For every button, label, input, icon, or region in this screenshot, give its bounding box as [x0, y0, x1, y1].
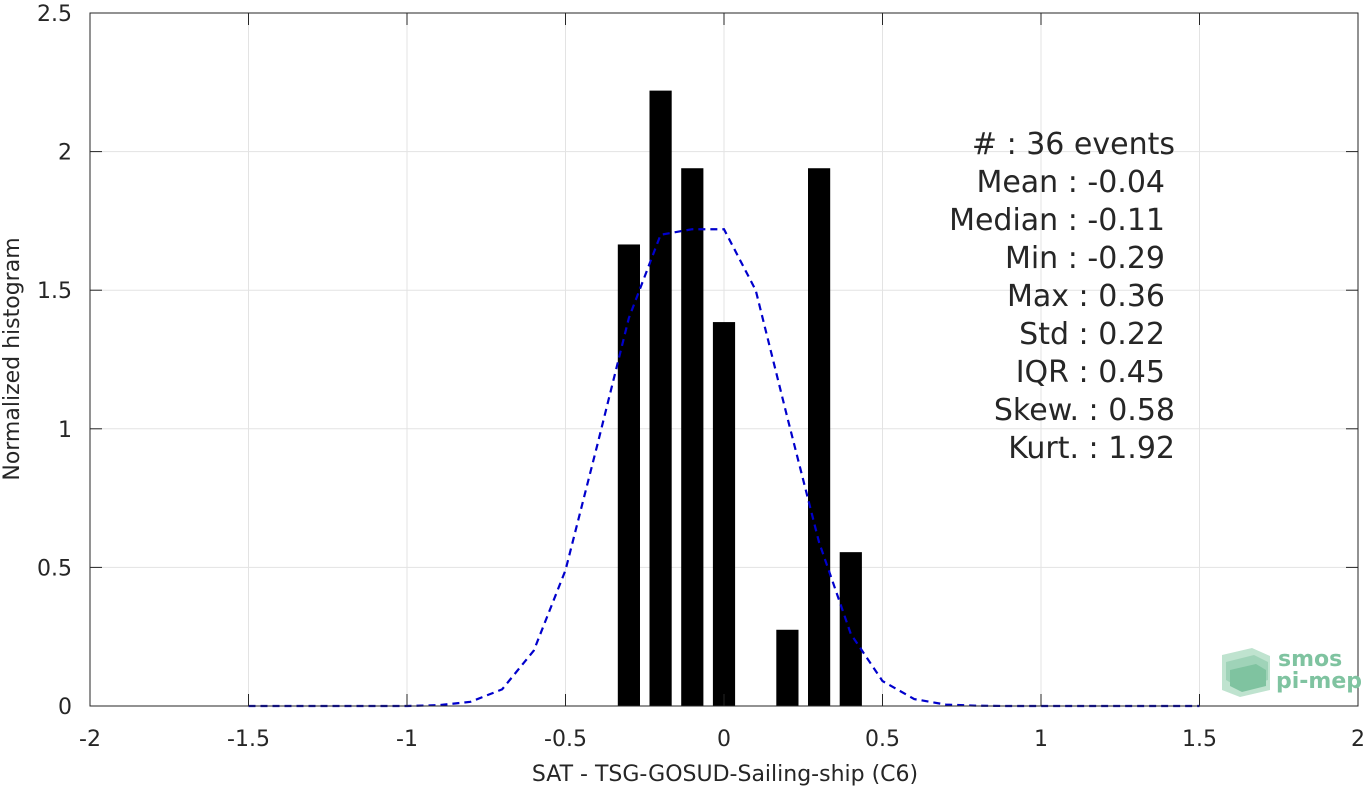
logo-text-smos: smos — [1278, 647, 1342, 672]
bar-6 — [808, 168, 831, 706]
stats-line-6: IQR : 0.45 — [1016, 355, 1165, 390]
y-tick-label-0: 0 — [58, 695, 72, 720]
stats-line-1: Mean : -0.04 — [976, 165, 1165, 200]
x-tick-label-4: 0 — [717, 727, 731, 752]
stats-line-7: Skew. : 0.58 — [994, 393, 1175, 428]
bar-0 — [617, 244, 640, 706]
bar-3 — [712, 322, 736, 706]
x-tick-label-1: -1.5 — [227, 727, 270, 752]
axes — [89, 12, 1359, 707]
x-tick-label-5: 0.5 — [865, 727, 900, 752]
x-axis-label: SAT - TSG-GOSUD-Sailing-ship (C6) — [532, 762, 918, 787]
bar-5 — [776, 629, 799, 706]
stats-line-4: Max : 0.36 — [1007, 279, 1165, 314]
y-tick-label-5: 2.5 — [37, 2, 72, 27]
y-tick-label-1: 0.5 — [37, 556, 72, 581]
stats-line-3: Min : -0.29 — [1005, 241, 1165, 276]
histogram-bars — [617, 90, 862, 707]
logo-text-pi-mep: pi-mep — [1276, 669, 1362, 694]
x-tick-label-2: -1 — [396, 727, 418, 752]
x-tick-label-0: -2 — [79, 727, 101, 752]
stats-line-8: Kurt. : 1.92 — [1008, 431, 1175, 466]
smos-pi-mep-logo: smos pi-mep — [1222, 647, 1362, 697]
x-tick-label-7: 1.5 — [1182, 727, 1217, 752]
bar-1 — [649, 90, 672, 707]
x-axis-ticks: -2 -1.5 -1 -0.5 0 0.5 1 1.5 2 — [79, 727, 1365, 752]
x-tick-label-6: 1 — [1034, 727, 1048, 752]
bar-7 — [839, 552, 862, 706]
y-axis-ticks: 0 0.5 1 1.5 2 2.5 — [37, 2, 72, 720]
y-tick-label-2: 1 — [58, 418, 72, 443]
bar-2 — [681, 168, 704, 706]
y-tick-label-4: 2 — [58, 141, 72, 166]
x-tick-label-3: -0.5 — [544, 727, 587, 752]
stats-line-0: # : 36 events — [972, 127, 1175, 162]
x-tick-label-8: 2 — [1351, 727, 1365, 752]
stats-line-2: Median : -0.11 — [949, 203, 1165, 238]
logo-mark-icon — [1222, 648, 1270, 697]
y-axis-label: Normalized histogram — [0, 237, 25, 480]
stats-line-5: Std : 0.22 — [1019, 317, 1165, 352]
y-tick-label-3: 1.5 — [37, 279, 72, 304]
